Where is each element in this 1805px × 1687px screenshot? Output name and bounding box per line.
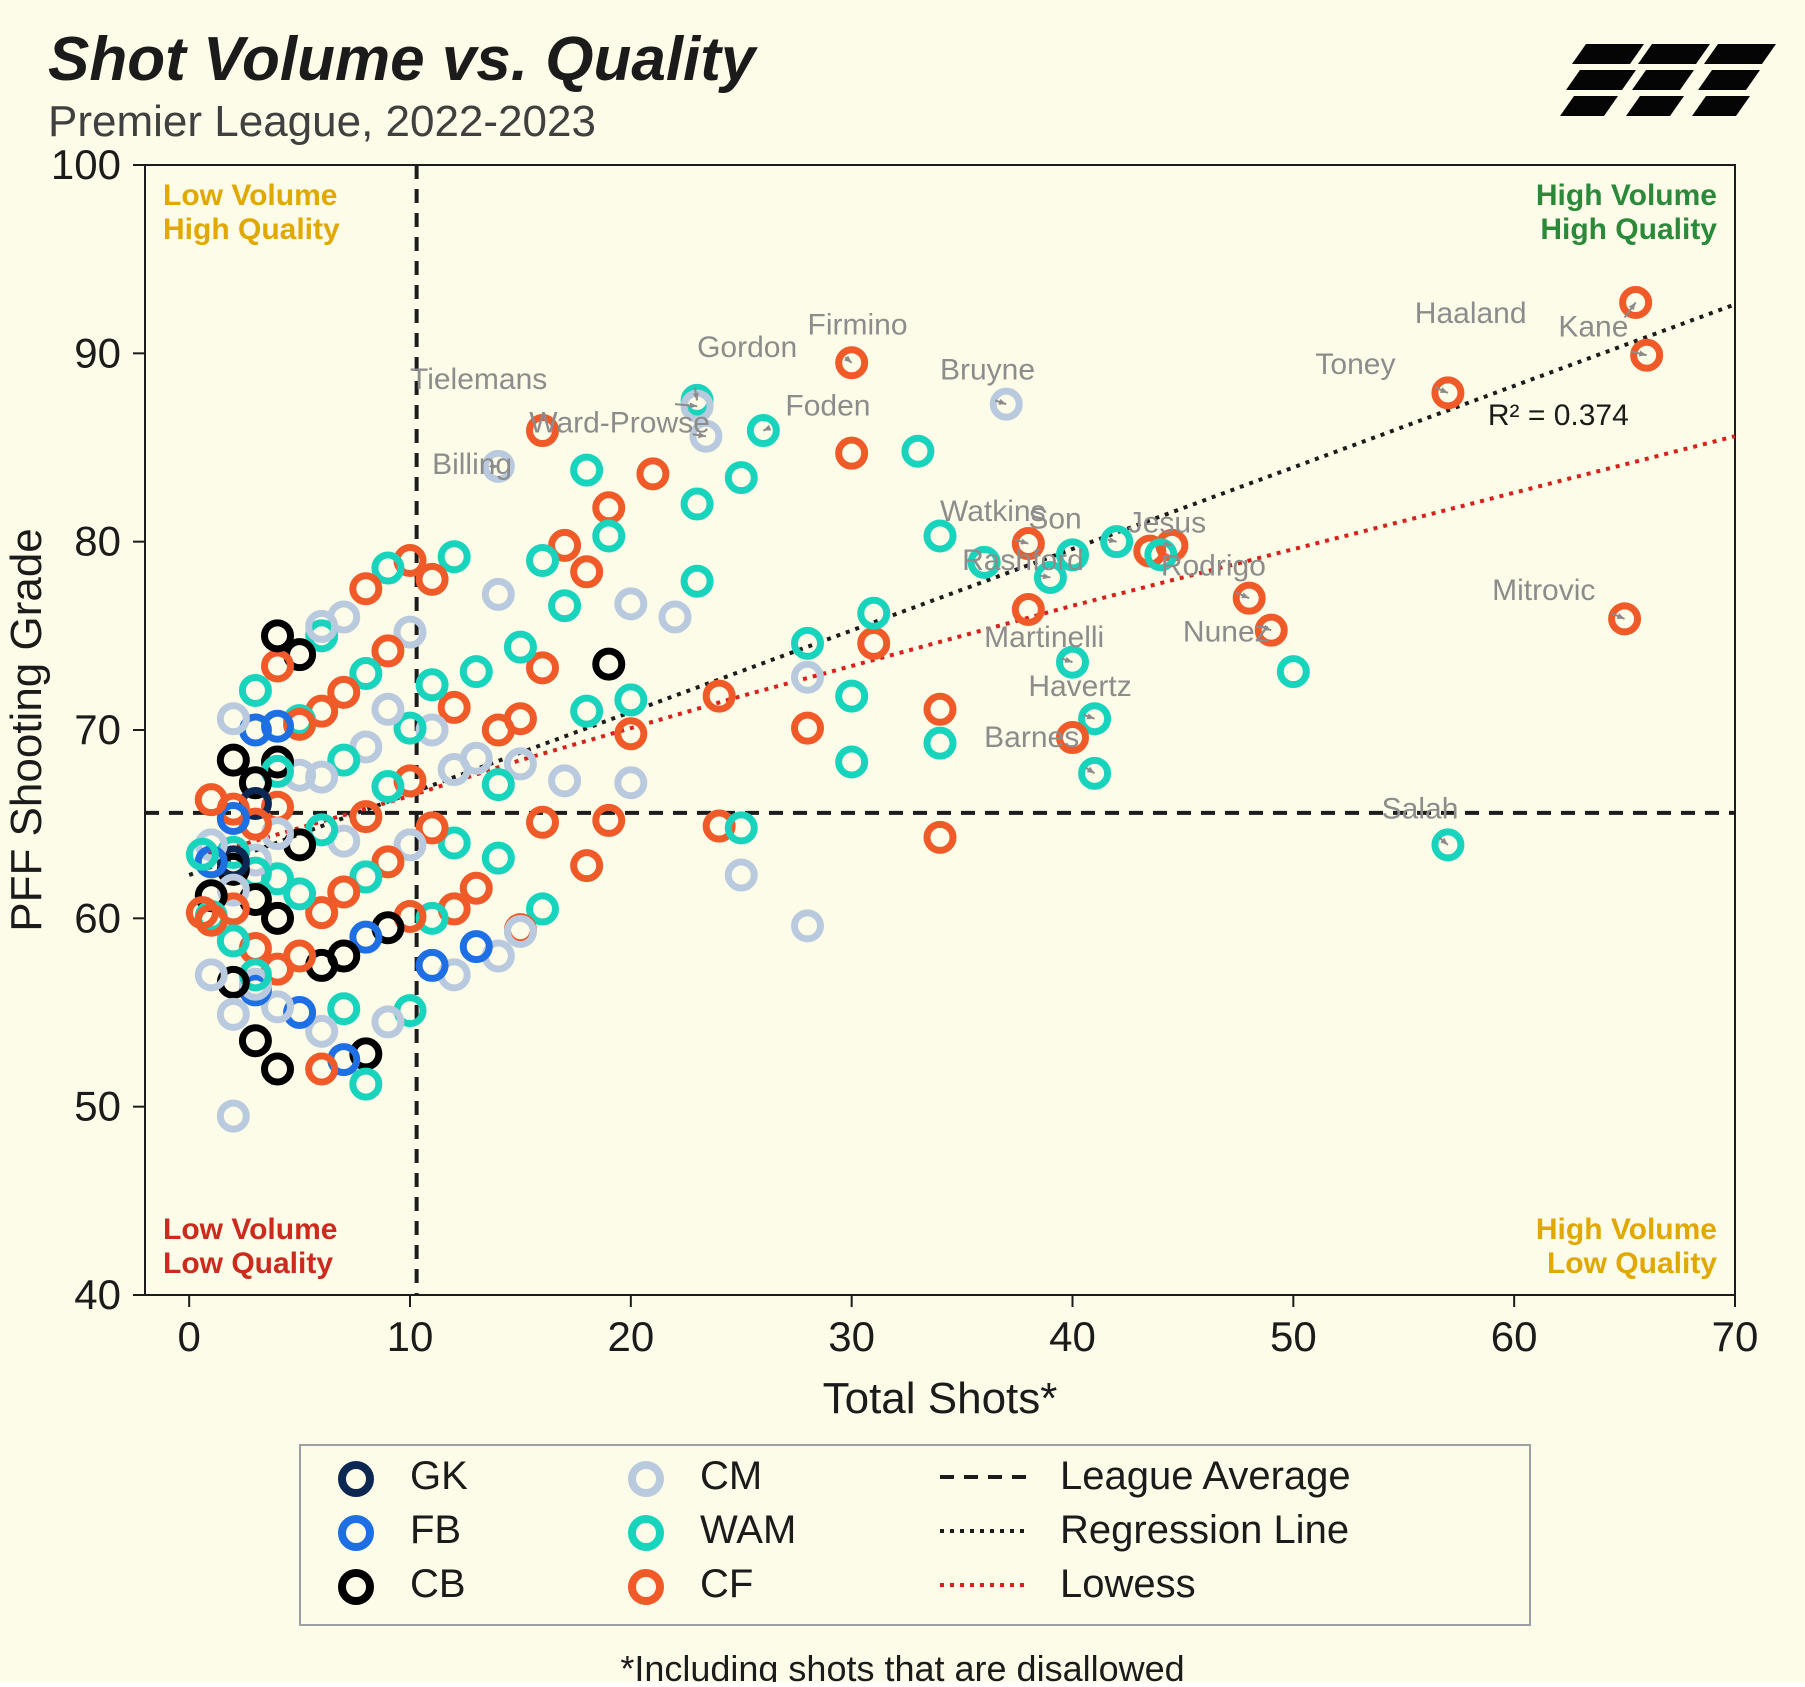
- y-tick-label: 80: [74, 518, 121, 565]
- player-annotation: Havertz: [1028, 670, 1131, 703]
- scatter-chart: Shot Volume vs. QualityPremier League, 2…: [0, 0, 1805, 1682]
- y-tick-label: 40: [74, 1271, 121, 1318]
- player-annotation: Kane: [1558, 310, 1628, 343]
- y-tick-label: 50: [74, 1083, 121, 1130]
- player-annotation: Rashford: [962, 544, 1084, 577]
- footnote-text: *Including shots that are disallowed: [620, 1648, 1184, 1682]
- chart-page: Shot Volume vs. QualityPremier League, 2…: [0, 0, 1805, 1682]
- player-annotation: Jesus: [1128, 506, 1206, 539]
- player-annotation: Foden: [785, 389, 870, 422]
- y-tick-label: 90: [74, 329, 121, 376]
- player-annotation: Nunez: [1183, 615, 1270, 648]
- player-annotation: Bruyne: [940, 354, 1035, 387]
- legend-label: FB: [410, 1508, 461, 1552]
- legend-label: CF: [700, 1562, 753, 1606]
- player-annotation: Ward-Prowse: [529, 406, 710, 439]
- player-annotation: Salah: [1382, 793, 1459, 826]
- y-tick-label: 60: [74, 894, 121, 941]
- x-tick-label: 40: [1049, 1313, 1096, 1360]
- player-annotation: Billing: [432, 448, 512, 481]
- y-axis-label: PFF Shooting Grade: [2, 528, 51, 932]
- x-tick-label: 10: [387, 1313, 434, 1360]
- player-annotation: Haaland: [1415, 297, 1527, 330]
- player-annotation: Mitrovic: [1492, 574, 1595, 607]
- x-tick-label: 30: [828, 1313, 875, 1360]
- r2-label: R² = 0.374: [1488, 399, 1629, 432]
- player-annotation: Watkins: [940, 495, 1046, 528]
- quadrant-label: High Quality: [1540, 213, 1717, 246]
- legend-label: CB: [410, 1562, 466, 1606]
- x-tick-label: 70: [1712, 1313, 1759, 1360]
- quadrant-label: Low Volume: [163, 179, 337, 212]
- legend-label: Regression Line: [1060, 1508, 1349, 1552]
- legend-label: WAM: [700, 1508, 796, 1552]
- quadrant-label: Low Quality: [1547, 1247, 1717, 1280]
- quadrant-label: Low Volume: [163, 1213, 337, 1246]
- y-tick-label: 100: [51, 141, 121, 188]
- legend-label: Lowess: [1060, 1562, 1196, 1606]
- quadrant-label: High Volume: [1536, 1213, 1717, 1246]
- x-tick-label: 60: [1491, 1313, 1538, 1360]
- player-annotation: Toney: [1315, 348, 1395, 381]
- x-tick-label: 50: [1270, 1313, 1317, 1360]
- player-annotation: Gordon: [697, 331, 797, 364]
- player-annotation: Tielemans: [410, 363, 547, 396]
- y-tick-label: 70: [74, 706, 121, 753]
- quadrant-label: Low Quality: [163, 1247, 333, 1280]
- subtitle-text: Premier League, 2022-2023: [48, 97, 596, 146]
- x-tick-label: 0: [177, 1313, 200, 1360]
- player-annotation: Barnes: [984, 721, 1079, 754]
- x-axis-label: Total Shots*: [823, 1374, 1058, 1423]
- player-annotation: Martinelli: [984, 621, 1104, 654]
- player-annotation: Firmino: [808, 309, 908, 342]
- quadrant-label: High Quality: [163, 213, 340, 246]
- player-annotation: Rodrigo: [1161, 550, 1266, 583]
- quadrant-label: High Volume: [1536, 179, 1717, 212]
- title-text: Shot Volume vs. Quality: [48, 25, 759, 94]
- x-tick-label: 20: [607, 1313, 654, 1360]
- legend-label: League Average: [1060, 1454, 1351, 1498]
- legend-label: CM: [700, 1454, 762, 1498]
- legend-label: GK: [410, 1454, 468, 1498]
